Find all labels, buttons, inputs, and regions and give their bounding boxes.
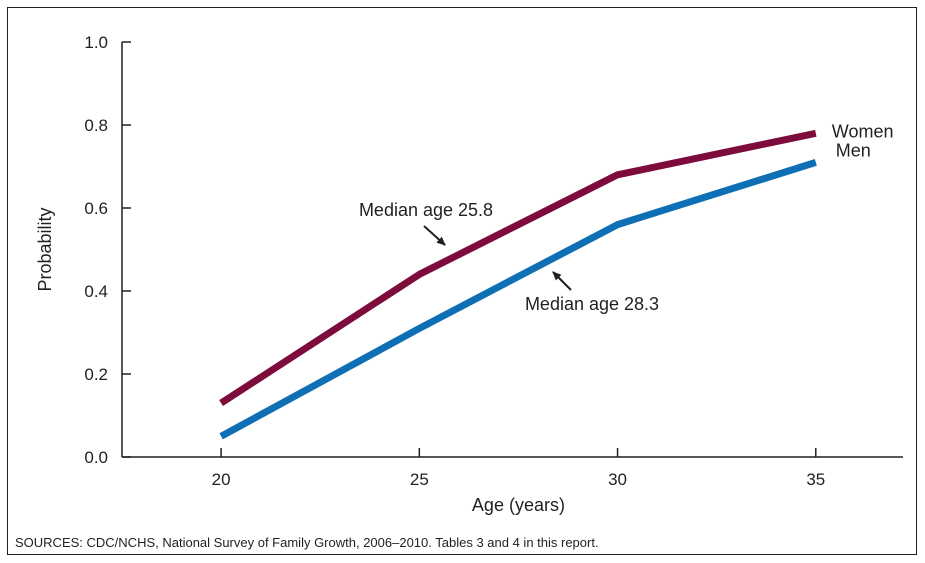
annotation-median-age-men: Median age 28.3	[525, 294, 659, 314]
source-note: SOURCES: CDC/NCHS, National Survey of Fa…	[15, 535, 599, 550]
y-axis-title: Probability	[35, 207, 55, 291]
annotation-arrow-men	[552, 271, 572, 291]
x-tick-label: 25	[410, 470, 429, 489]
y-tick-label: 0.2	[84, 365, 108, 384]
x-tick-label: 30	[608, 470, 627, 489]
y-tick-label: 1.0	[84, 33, 108, 52]
series-line-men	[219, 159, 817, 440]
annotation-arrow-women	[423, 225, 446, 246]
x-axis-title: Age (years)	[472, 495, 565, 515]
line-chart: 0.0 0.2 0.4 0.6 0.8 1.0 20 25 30 35 Age (years) Pro…	[35, 33, 903, 515]
series-line-women	[219, 129, 817, 407]
chart-frame	[7, 7, 917, 555]
y-tick-label: 0.6	[84, 199, 108, 218]
y-tick-label: 0.8	[84, 116, 108, 135]
y-tick-label: 0.0	[84, 448, 108, 467]
axes: 0.0 0.2 0.4 0.6 0.8 1.0 20 25 30 35 Age (years) Pro…	[35, 33, 903, 515]
series-label-men: Men	[836, 140, 871, 160]
y-tick-label: 0.4	[84, 282, 108, 301]
annotation-median-age-women: Median age 25.8	[359, 200, 493, 220]
x-tick-label: 20	[212, 470, 231, 489]
x-tick-label: 35	[806, 470, 825, 489]
series-label-women: Women	[832, 121, 894, 141]
annotation-layer: Median age 25.8 Median age 28.3	[359, 200, 659, 314]
